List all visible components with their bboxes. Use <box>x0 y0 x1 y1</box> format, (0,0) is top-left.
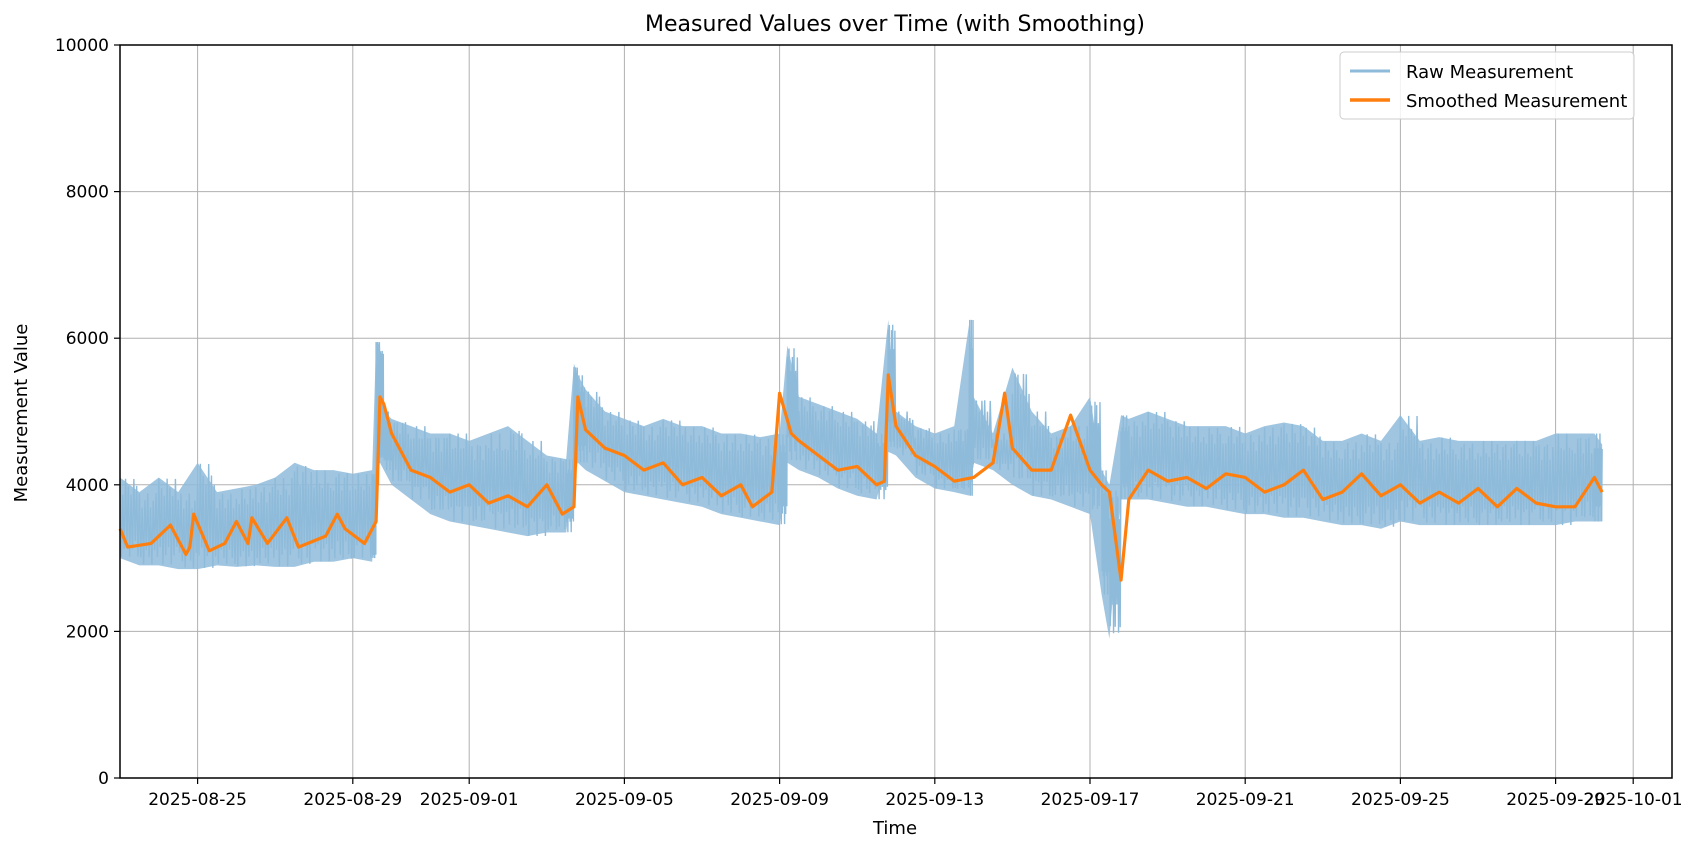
x-tick-label: 2025-09-09 <box>730 790 829 810</box>
chart-title: Measured Values over Time (with Smoothin… <box>645 12 1145 37</box>
y-tick-label: 10000 <box>55 36 109 56</box>
y-tick-label: 4000 <box>66 476 109 496</box>
plot-data <box>118 319 1604 639</box>
x-tick-label: 2025-09-17 <box>1041 790 1140 810</box>
x-tick-label: 2025-09-01 <box>420 790 519 810</box>
axis-ticks: 0 2000 4000 6000 8000 10000 2025-08-25 2025-08-… <box>55 36 1683 810</box>
legend: Raw Measurement Smoothed Measurement <box>1339 51 1635 120</box>
legend-box <box>1339 51 1635 120</box>
legend-label-raw: Raw Measurement <box>1406 62 1573 83</box>
y-tick-label: 6000 <box>66 329 109 349</box>
x-tick-label: 2025-09-21 <box>1196 790 1295 810</box>
x-tick-label: 2025-09-13 <box>885 790 984 810</box>
y-tick-label: 8000 <box>66 183 109 203</box>
y-tick-label: 2000 <box>66 622 109 642</box>
y-tick-label: 0 <box>98 769 109 789</box>
legend-label-smoothed: Smoothed Measurement <box>1406 91 1627 112</box>
x-tick-label: 2025-09-05 <box>575 790 674 810</box>
x-tick-label: 2025-10-01 <box>1584 790 1683 810</box>
plot-frame <box>119 44 1673 779</box>
smoothed-measurement-line <box>118 373 1604 582</box>
x-tick-label: 2025-08-25 <box>148 790 247 810</box>
y-axis-title: Measurement Value <box>11 324 32 503</box>
x-axis-title: Time <box>872 818 917 839</box>
x-tick-label: 2025-09-29 <box>1506 790 1605 810</box>
x-tick-label: 2025-08-29 <box>303 790 402 810</box>
x-tick-label: 2025-09-25 <box>1351 790 1450 810</box>
